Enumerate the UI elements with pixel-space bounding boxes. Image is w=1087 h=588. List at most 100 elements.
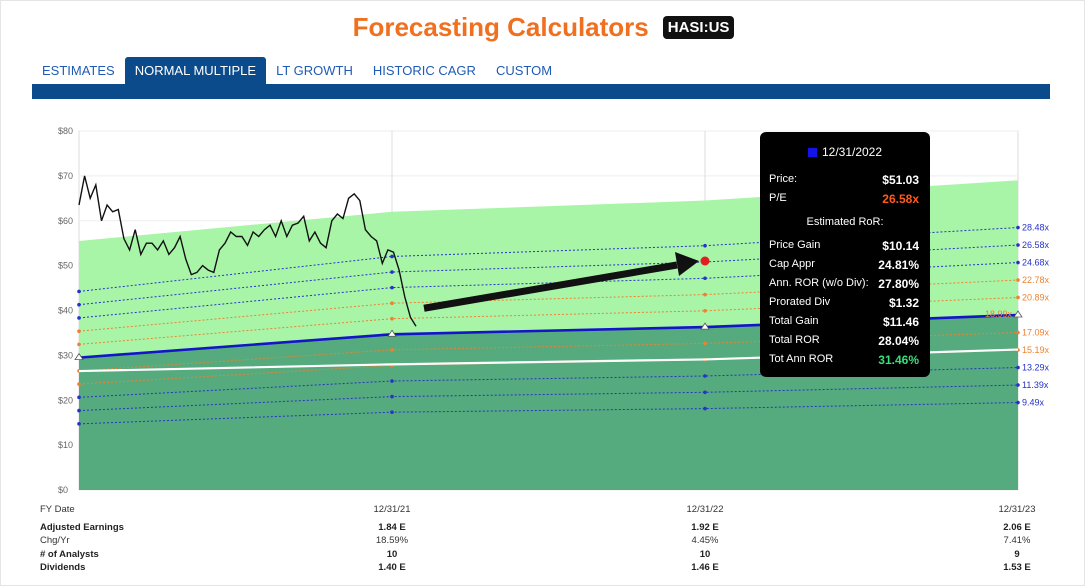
- pe-multiple-point: [390, 254, 394, 259]
- table-cell: 1.53 E: [1003, 562, 1031, 573]
- row-label-analysts: # of Analysts: [40, 549, 99, 560]
- table-cell: 10: [699, 549, 711, 560]
- y-tick-label: $50: [58, 261, 73, 271]
- pe-multiple-point: [77, 408, 81, 413]
- pe-multiple-label: 20.89x: [1022, 292, 1050, 302]
- pe-multiple-point: [390, 348, 394, 352]
- tooltip-date: 12/31/2022: [821, 145, 883, 159]
- tooltip-row: Cap Appr 24.81%: [769, 258, 919, 272]
- y-tick-label: $60: [58, 216, 73, 226]
- pe-multiple-point: [77, 329, 81, 333]
- pe-multiple-line: [78, 296, 1019, 345]
- x-axis-label: FY Date: [40, 504, 75, 515]
- pe-multiple-point: [1016, 243, 1020, 247]
- y-tick-label: $20: [58, 395, 73, 405]
- pe-multiple-point: [703, 341, 707, 346]
- y-tick-label: $10: [58, 440, 73, 450]
- tooltip-price: $51.03: [882, 173, 919, 187]
- tab-estimates[interactable]: ESTIMATES: [42, 63, 115, 78]
- pe-multiple-point: [77, 342, 81, 347]
- table-cell: 7.41%: [1003, 535, 1031, 546]
- tooltip-row: Prorated Div $1.32: [769, 296, 919, 310]
- y-tick-label: $40: [58, 306, 73, 316]
- pe-multiple-line: [78, 402, 1019, 425]
- row-label-dividends: Dividends: [40, 562, 86, 573]
- tab-historic-cagr[interactable]: HISTORIC CAGR: [372, 63, 476, 78]
- pe-multiple-label: 26.58x: [1022, 240, 1050, 250]
- tooltip-price-row: Price: $51.03: [769, 173, 919, 187]
- pe-multiple-point: [1016, 225, 1020, 230]
- pe-multiple-point: [1016, 295, 1020, 300]
- tab-bar: ESTIMATES NORMAL MULTIPLE LT GROWTH HIST…: [32, 57, 562, 85]
- pe-multiple-point: [703, 292, 707, 297]
- hover-tooltip: 12/31/2022 Price: $51.03 P/E 26.58x Estima…: [760, 132, 930, 377]
- tab-custom[interactable]: CUSTOM: [495, 63, 553, 78]
- row-label-chg-yr: Chg/Yr: [40, 535, 70, 546]
- tooltip-pe-row: P/E 26.58x: [769, 192, 919, 206]
- pe-multiple-point: [1016, 383, 1020, 387]
- pe-multiple-point: [1016, 330, 1020, 335]
- table-cell: 9: [1014, 549, 1020, 560]
- tooltip-row: Tot Ann ROR 31.46%: [769, 353, 919, 367]
- pe-multiple-label: 11.39x: [1022, 380, 1049, 390]
- fair-value-marker: [1013, 310, 1023, 318]
- pe-multiple-point: [703, 243, 707, 248]
- y-tick-label: $80: [58, 126, 73, 136]
- pe-multiple-point: [77, 395, 81, 400]
- tab-lt-growth[interactable]: LT GROWTH: [276, 63, 353, 78]
- header: Forecasting Calculators HASI:US: [0, 12, 1087, 43]
- pe-multiple-point: [703, 276, 707, 281]
- table-cell: 2.06 E: [1003, 522, 1031, 533]
- pe-multiple-point: [390, 379, 394, 383]
- pe-multiple-point: [703, 390, 707, 395]
- table-cell: 4.45%: [691, 535, 719, 546]
- pe-multiple-point: [77, 382, 81, 386]
- tooltip-row: Total ROR 28.04%: [769, 334, 919, 348]
- pe-multiple-point: [390, 270, 394, 274]
- pe-multiple-line: [78, 349, 1019, 385]
- page-title: Forecasting Calculators: [352, 12, 649, 42]
- price-history-line: [78, 175, 417, 327]
- pe-multiple-point: [703, 309, 707, 313]
- y-tick-label: $30: [58, 350, 73, 360]
- tooltip-row: Ann. ROR (w/o Div): 27.80%: [769, 277, 919, 291]
- arrow-head: [675, 252, 699, 277]
- table-cell: 1.92 E: [691, 522, 719, 533]
- pe-multiple-line: [78, 331, 1019, 372]
- pe-multiple-point: [390, 285, 394, 290]
- pe-multiple-point: [390, 394, 394, 399]
- pe-multiple-point: [77, 316, 81, 320]
- pe-multiple-point: [1016, 260, 1020, 265]
- tooltip-estimated-heading: Estimated RoR:: [806, 216, 884, 228]
- table-cell: 10: [386, 549, 398, 560]
- y-tick-label: $0: [58, 485, 68, 495]
- tab-underline-bar: [32, 84, 1050, 99]
- pe-multiple-point: [703, 374, 707, 378]
- selected-point: [700, 256, 710, 266]
- pe-multiple-label: 15.19x: [1022, 345, 1050, 355]
- pe-multiple-point: [77, 302, 81, 307]
- pe-multiple-label: 28.48x: [1022, 223, 1050, 233]
- pe-multiple-point: [1016, 365, 1020, 370]
- series-swatch-icon: [807, 148, 817, 158]
- pe-multiple-point: [77, 289, 81, 294]
- x-tick-label: 12/31/21: [373, 504, 411, 515]
- pe-multiple-point: [1016, 400, 1020, 405]
- pe-multiple-label: 22.78x: [1022, 275, 1050, 285]
- pe-multiple-point: [1016, 278, 1020, 282]
- pe-multiple-label: 24.68x: [1022, 258, 1050, 268]
- x-tick-label: 12/31/23: [998, 504, 1036, 515]
- pe-multiple-label: 17.09x: [1022, 327, 1050, 337]
- fair-value-multiple-label: 18.99x: [985, 309, 1013, 319]
- arrow-shaft: [423, 261, 678, 312]
- pe-multiple-label: 13.29x: [1022, 363, 1050, 373]
- ticker-badge: HASI:US: [662, 16, 735, 39]
- pe-multiple-point: [703, 406, 707, 411]
- tooltip-pe: 26.58x: [882, 192, 919, 206]
- tooltip-row: Price Gain $10.14: [769, 239, 919, 253]
- tab-normal-multiple[interactable]: NORMAL MULTIPLE: [124, 57, 267, 85]
- table-cell: 1.40 E: [378, 562, 406, 573]
- fair-value-marker: [700, 322, 710, 330]
- fair-value-marker: [387, 329, 397, 337]
